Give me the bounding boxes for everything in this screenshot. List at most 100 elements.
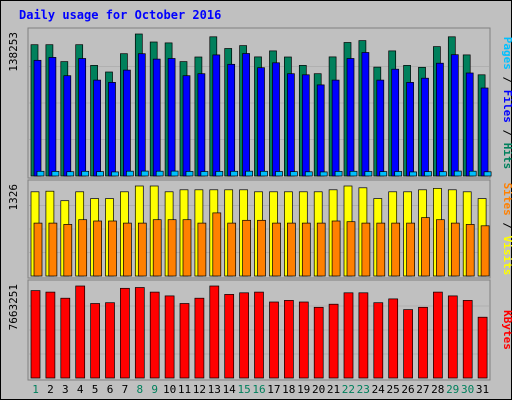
y-max-label: 138253 (7, 32, 20, 72)
bar-kbytes-day-21 (328, 303, 339, 379)
bar-kbytes-day-15 (239, 292, 249, 379)
bar-pages-day-22 (349, 170, 358, 177)
series-pages (36, 170, 492, 177)
bar-kbytes-day-31 (477, 316, 488, 379)
day-label: 25 (386, 383, 399, 396)
bar-kbytes-day-3 (60, 297, 71, 379)
legend-entry: Sites (501, 183, 512, 216)
bar-kbytes-day-26 (403, 309, 413, 379)
bar-files-day-28 (436, 62, 444, 177)
bar-sites-day-10 (167, 219, 177, 277)
series-files (33, 52, 489, 177)
bar-kbytes-day-1 (30, 290, 41, 379)
bar-kbytes-day-2 (45, 291, 56, 379)
day-label: 29 (446, 383, 459, 396)
bar-sites-day-6 (108, 220, 117, 277)
bar-sites-day-27 (421, 217, 430, 277)
bar-files-day-10 (167, 58, 176, 177)
bar-pages-day-19 (304, 171, 313, 177)
bar-pages-day-7 (126, 170, 134, 177)
bar-pages-day-31 (483, 171, 492, 177)
bar-files-day-5 (93, 79, 101, 177)
bar-pages-day-26 (409, 171, 417, 177)
chart-panels: 138253 Pages / Files / Hits 1326 Sites / Vi… (7, 27, 512, 381)
bar-pages-day-20 (319, 171, 328, 177)
bar-sites-day-18 (287, 222, 296, 277)
bar-files-day-20 (316, 84, 325, 177)
bar-sites-day-2 (48, 222, 58, 277)
bar-sites-day-29 (450, 222, 460, 277)
bar-files-day-29 (450, 54, 459, 177)
bar-files-day-15 (242, 53, 250, 177)
bar-pages-day-4 (81, 170, 90, 177)
bar-pages-day-3 (66, 171, 75, 177)
bar-kbytes-day-19 (298, 301, 309, 379)
legend-entry: / (501, 70, 512, 90)
series-sites (33, 212, 490, 277)
series-legend: Sites / Visits (501, 183, 512, 276)
bar-sites-day-8 (137, 222, 147, 277)
bar-files-day-17 (272, 62, 280, 177)
day-label: 9 (151, 383, 158, 396)
series-kbytes (30, 285, 488, 379)
bar-kbytes-day-23 (358, 292, 369, 379)
bar-sites-day-25 (391, 222, 401, 277)
bar-pages-day-10 (170, 170, 179, 177)
y-max-label: 7663251 (7, 284, 20, 330)
bar-sites-day-28 (436, 219, 445, 277)
bar-kbytes-day-9 (149, 291, 160, 379)
bar-files-day-12 (197, 73, 206, 177)
legend-entry: / (501, 123, 512, 143)
bar-kbytes-day-28 (433, 291, 443, 379)
bar-sites-day-23 (361, 222, 371, 277)
bar-sites-day-3 (63, 224, 73, 277)
bar-files-day-3 (63, 75, 72, 177)
bar-kbytes-day-30 (462, 300, 473, 379)
bar-sites-day-21 (331, 220, 341, 277)
day-label: 2 (47, 383, 54, 396)
bar-kbytes-day-29 (447, 295, 458, 379)
bar-sites-day-31 (480, 225, 490, 277)
bar-files-day-1 (33, 59, 42, 177)
bar-files-day-27 (421, 77, 429, 177)
bar-files-day-19 (301, 74, 310, 177)
legend-entry: KBytes (501, 310, 512, 350)
bar-pages-day-17 (275, 171, 283, 177)
day-label: 10 (163, 383, 176, 396)
series-legend: Pages / Files / Hits (501, 37, 512, 170)
bar-kbytes-day-25 (388, 298, 399, 379)
bar-files-day-9 (152, 58, 161, 177)
bar-pages-day-5 (96, 171, 104, 177)
bar-sites-day-9 (152, 219, 162, 277)
bar-kbytes-day-7 (120, 287, 130, 379)
bar-sites-day-17 (272, 222, 281, 277)
bar-files-day-22 (346, 58, 355, 177)
bar-files-day-11 (182, 75, 191, 177)
day-label: 16 (252, 383, 265, 396)
bar-sites-day-1 (33, 222, 43, 277)
y-max-label: 1326 (7, 184, 20, 211)
day-label: 13 (208, 383, 221, 396)
day-label: 4 (77, 383, 84, 396)
day-label: 30 (461, 383, 474, 396)
day-label: 7 (122, 383, 129, 396)
day-label: 3 (62, 383, 69, 396)
day-label: 12 (193, 383, 206, 396)
bar-sites-day-19 (301, 222, 311, 277)
bar-files-day-30 (465, 72, 474, 177)
bar-kbytes-day-24 (373, 302, 384, 379)
bar-files-day-25 (391, 68, 400, 177)
bar-kbytes-day-12 (194, 297, 205, 379)
bar-kbytes-day-6 (105, 302, 115, 379)
bar-pages-day-12 (200, 171, 209, 177)
bar-pages-day-18 (290, 171, 298, 177)
day-label: 19 (297, 383, 310, 396)
series-legend: KBytes (501, 310, 512, 350)
panel-middle: 1326 Sites / Visits (7, 179, 512, 279)
bar-kbytes-day-10 (164, 295, 175, 379)
bar-files-day-2 (48, 57, 57, 177)
bar-pages-day-28 (439, 171, 447, 177)
bar-pages-day-25 (394, 171, 403, 177)
bar-pages-day-29 (453, 170, 462, 177)
